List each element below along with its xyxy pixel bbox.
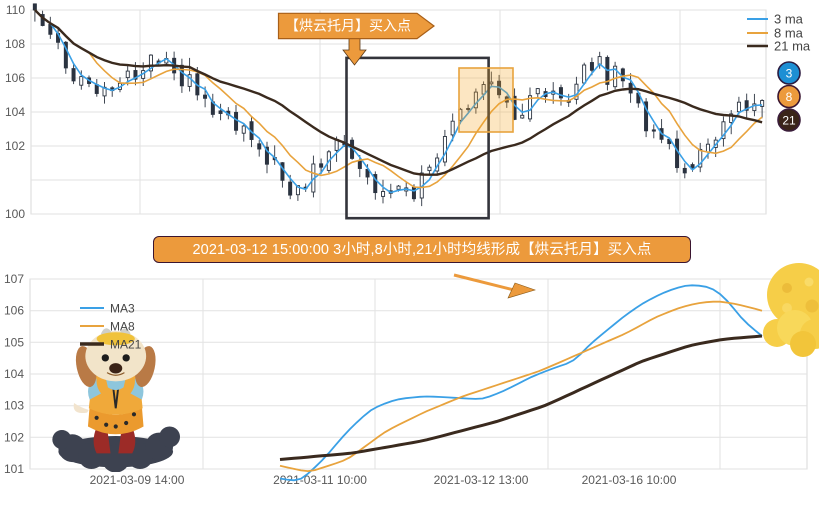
svg-text:MA3: MA3 [110,302,135,316]
svg-text:106: 106 [5,71,25,85]
svg-text:8: 8 [786,90,793,104]
svg-text:【烘云托月】买入点: 【烘云托月】买入点 [285,18,411,34]
svg-text:21: 21 [782,113,796,127]
svg-text:108: 108 [5,37,25,51]
svg-text:102: 102 [5,139,25,153]
svg-text:MA21: MA21 [110,338,142,352]
svg-text:3 ma: 3 ma [774,12,804,27]
svg-text:MA8: MA8 [110,320,135,334]
svg-text:100: 100 [5,207,25,221]
svg-text:104: 104 [5,105,25,119]
svg-text:21 ma: 21 ma [774,39,811,54]
svg-text:3: 3 [786,66,793,80]
svg-text:110: 110 [6,3,25,17]
